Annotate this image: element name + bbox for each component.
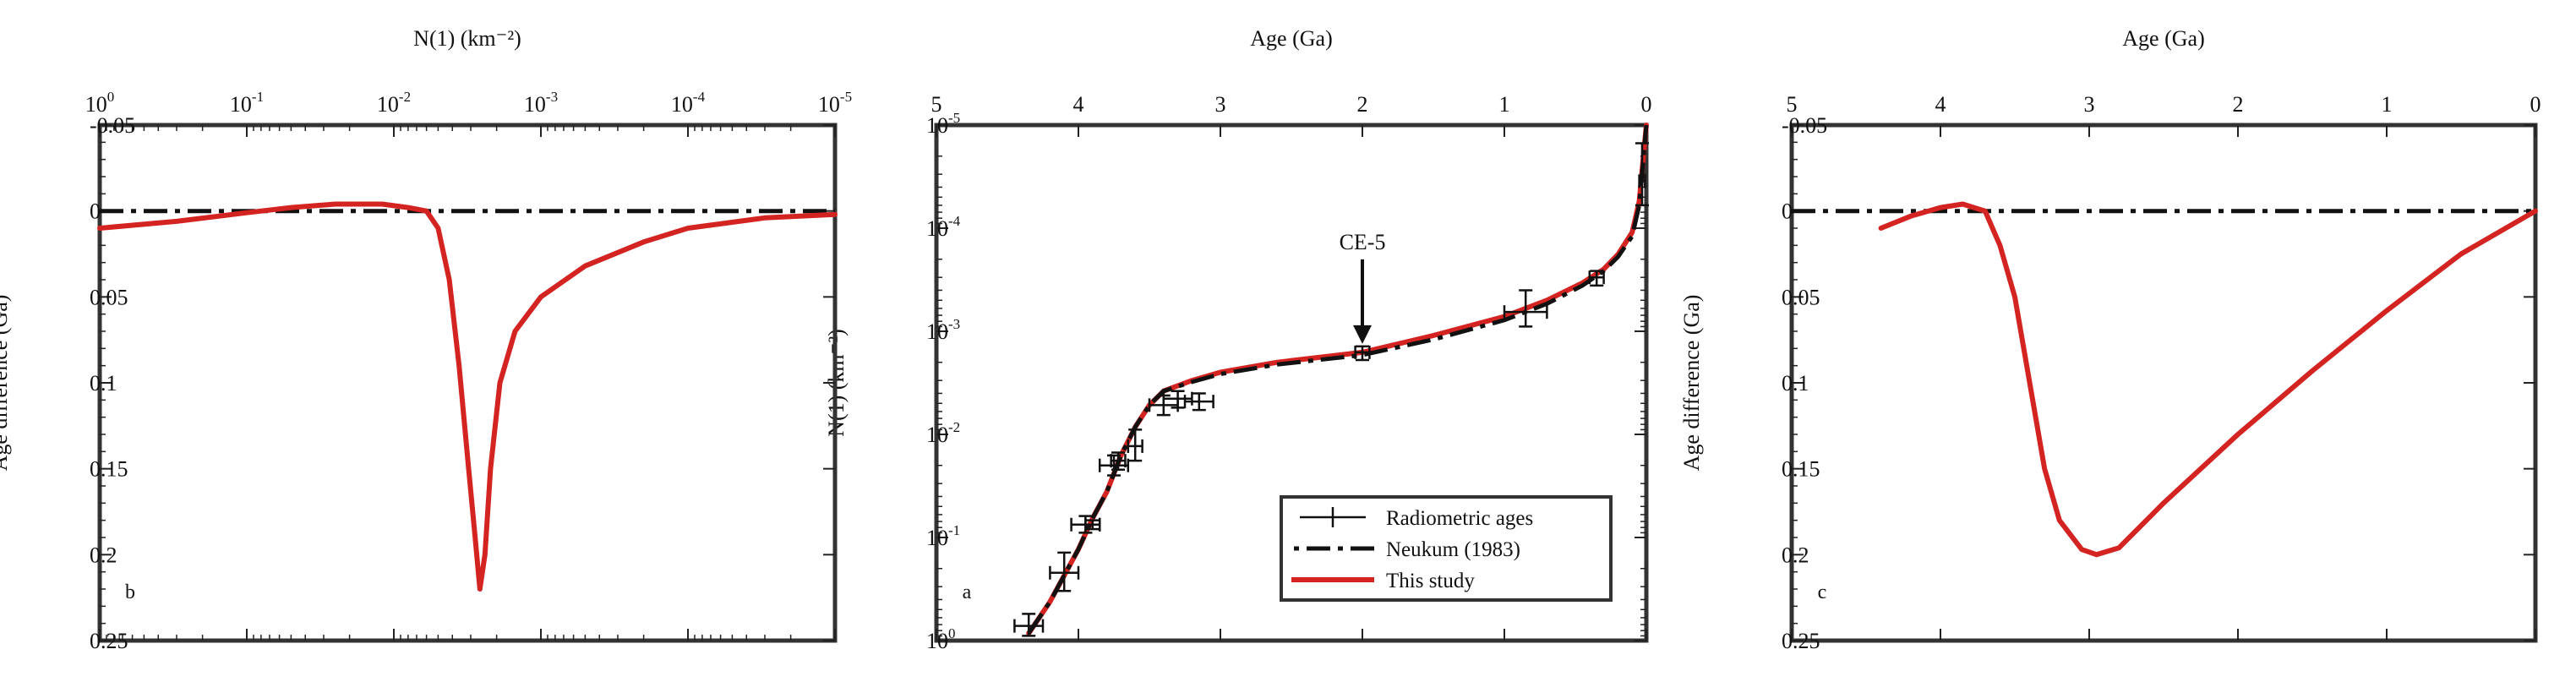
y-tick-label: 10-3: [926, 316, 960, 344]
x-axis-label: N(1) (km⁻²): [413, 26, 521, 51]
y-tick-label-exp: -3: [948, 316, 960, 332]
radiometric-point: [1127, 428, 1143, 462]
y-tick-label: 0.05: [90, 285, 128, 309]
radiometric-point: [1503, 289, 1548, 328]
y-axis-label: Age difference (Ga): [0, 295, 12, 472]
x-tick-label: 5: [931, 92, 942, 117]
y-tick-label-exp: -2: [948, 419, 960, 435]
x-tick-label: 3: [1215, 92, 1226, 117]
y-tick-label-exp: -5: [948, 110, 960, 126]
x-tick-label-base: 10: [377, 92, 399, 117]
x-tick-label: 10-4: [671, 89, 706, 117]
radiometric-point: [1098, 454, 1130, 477]
y-tick-label: 10-4: [926, 213, 961, 241]
y-tick-label: 0.15: [1782, 457, 1820, 482]
x-tick-label-exp: 0: [107, 89, 115, 105]
x-tick-label-exp: -3: [546, 89, 558, 105]
x-tick-label: 3: [2084, 92, 2095, 117]
y-tick-label: 0.25: [1782, 629, 1820, 653]
y-tick-label: 0.15: [90, 457, 128, 482]
radiometric-point: [1183, 392, 1214, 412]
radiometric-point: [1588, 270, 1605, 287]
x-tick-label-exp: -4: [693, 89, 706, 105]
y-tick-label: -0.05: [1782, 113, 1827, 138]
x-tick-label: 0: [1641, 92, 1652, 117]
radiometric-point: [1162, 390, 1193, 409]
plot-frame: [97, 123, 838, 643]
y-tick-label: -0.05: [90, 113, 135, 138]
x-tick-label: 1: [2382, 92, 2393, 117]
x-tick-label-exp: -2: [399, 89, 411, 105]
x-tick-label: 4: [1935, 92, 1946, 117]
x-axis-label: Age (Ga): [1250, 26, 1332, 51]
annotation-arrow-head: [1353, 325, 1372, 344]
y-tick-label: 0: [90, 199, 101, 224]
plot-frame: [934, 123, 1649, 643]
radiometric-point: [1049, 551, 1080, 592]
y-tick-label-base: 10: [926, 216, 948, 241]
x-tick-label-exp: -5: [840, 89, 852, 105]
x-tick-label: 2: [1357, 92, 1368, 117]
x-tick-label-base: 10: [85, 92, 107, 117]
y-tick-label-exp: -1: [948, 522, 960, 538]
x-tick-label-exp: -1: [252, 89, 264, 105]
x-tick-label: 0: [2530, 92, 2541, 117]
panel-letter: b: [125, 581, 135, 603]
y-tick-label: 10-5: [926, 110, 960, 138]
series-this-study: [1878, 201, 2538, 558]
legend-box: [1280, 495, 1613, 602]
x-tick-label: 10-5: [818, 89, 852, 117]
panel-b: 100 10-1 10-2 10-3 10-4 10-5N(1) (km⁻²)-0.050…: [0, 26, 852, 653]
radiometric-point: [1635, 142, 1649, 207]
x-tick-label: 10-3: [524, 89, 558, 117]
x-tick-label: 1: [1499, 92, 1510, 117]
y-tick-label-exp: 0: [948, 625, 956, 641]
y-tick-label: 0: [1782, 199, 1793, 224]
y-tick-label: 10-2: [926, 419, 960, 447]
x-tick-label: 5: [1787, 92, 1798, 117]
y-tick-label-base: 10: [926, 319, 948, 344]
y-tick-label: 10-1: [926, 522, 960, 550]
legend: Radiometric ages Neukum (1983) This study: [1280, 495, 1613, 602]
radiometric-point: [1013, 613, 1045, 637]
legend-label: Radiometric ages: [1386, 507, 1533, 530]
x-tick-label: 10-1: [230, 89, 264, 117]
panel-letter: a: [963, 581, 972, 603]
y-tick-label-exp: -4: [948, 213, 961, 229]
y-tick-label: 0.25: [90, 629, 128, 653]
y-tick-label: 100: [926, 625, 956, 653]
panel-letter: c: [1818, 581, 1827, 603]
plot-frame: [1789, 123, 2538, 643]
annotation-label: CE-5: [1340, 230, 1386, 254]
y-tick-label: 0.05: [1782, 285, 1820, 309]
series-neukum-1983: [1027, 124, 1649, 635]
x-tick-label-base: 10: [230, 92, 252, 117]
y-tick-label-base: 10: [926, 526, 948, 550]
x-tick-label: 2: [2233, 92, 2244, 117]
x-tick-label-base: 10: [671, 92, 693, 117]
legend-label: Neukum (1983): [1386, 538, 1520, 561]
radiometric-point: [1084, 517, 1101, 532]
x-tick-label: 4: [1073, 92, 1084, 117]
x-tick-label: 10-2: [377, 89, 411, 117]
y-tick-label-base: 10: [926, 113, 948, 138]
legend-label: This study: [1386, 570, 1475, 592]
series-this-study: [97, 201, 838, 592]
x-tick-label-base: 10: [818, 92, 840, 117]
y-tick-label-base: 10: [926, 423, 948, 447]
radiometric-point: [1354, 345, 1371, 362]
y-axis-label: Age difference (Ga): [1679, 295, 1704, 472]
x-tick-label-base: 10: [524, 92, 546, 117]
x-axis-label: Age (Ga): [2122, 26, 2204, 51]
x-tick-label: 100: [85, 89, 115, 117]
y-tick-label-base: 10: [926, 629, 948, 653]
radiometric-point: [1110, 451, 1127, 472]
